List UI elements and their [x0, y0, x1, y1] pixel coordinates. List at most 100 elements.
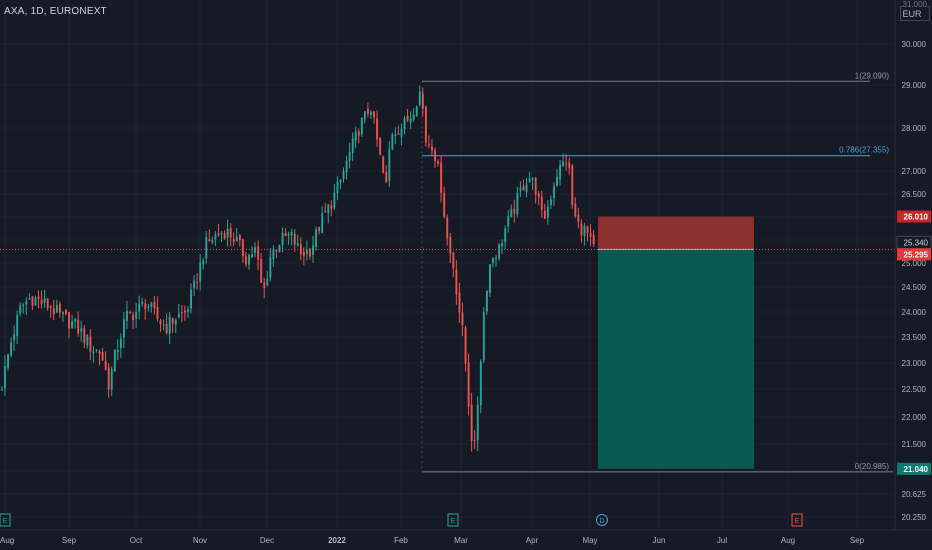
target-zone[interactable]	[598, 249, 754, 469]
candle-body	[260, 259, 263, 283]
candle-body	[229, 228, 232, 238]
candle-body	[537, 193, 540, 198]
candle-body	[363, 111, 366, 120]
candle-body	[516, 192, 519, 215]
currency-badge[interactable]: 31.000 EUR	[899, 1, 930, 21]
candle-body	[321, 213, 324, 234]
candle-body	[40, 299, 43, 304]
time-tick-label: Jul	[717, 536, 727, 545]
candle-body	[302, 252, 305, 256]
candle-body	[431, 146, 433, 151]
candle-body	[62, 312, 64, 315]
candle-body	[309, 248, 311, 257]
candle-body	[559, 164, 562, 180]
candle-body	[22, 304, 25, 306]
candle-body	[403, 117, 406, 130]
candle-body	[68, 312, 70, 329]
candle-body	[370, 111, 372, 116]
candle-body	[58, 303, 61, 313]
candle-body	[296, 243, 299, 246]
candle-body	[98, 351, 101, 355]
candle-body	[190, 289, 192, 309]
candle-body	[16, 314, 19, 336]
candle-body	[376, 118, 379, 140]
candle-body	[479, 361, 482, 406]
candle-body	[214, 234, 217, 240]
candle-body	[574, 203, 577, 217]
candle-body	[245, 256, 247, 265]
target-price-badge	[897, 462, 931, 475]
candle-body	[452, 252, 455, 269]
candle-body	[43, 298, 46, 303]
candle-body	[360, 117, 363, 135]
candle-body	[113, 350, 116, 372]
candle-body	[205, 237, 208, 259]
price-axis[interactable]	[895, 0, 932, 550]
candle-body	[49, 306, 52, 309]
candle-body	[123, 319, 125, 338]
last-price-label: 25.340	[904, 238, 929, 247]
candle-body	[199, 262, 202, 282]
candle-body	[424, 106, 427, 143]
candle-body	[119, 338, 122, 348]
candle-body	[525, 184, 528, 193]
candle-body	[31, 296, 34, 306]
time-tick-label: Jun	[653, 536, 666, 545]
candle-body	[550, 199, 552, 205]
candle-body	[196, 282, 199, 284]
candle-body	[351, 138, 354, 154]
earnings-marker-label: E	[795, 518, 800, 525]
earnings-marker[interactable]	[0, 513, 11, 527]
time-tick-label: Oct	[130, 536, 143, 545]
candle-body	[507, 215, 510, 227]
time-tick-label: Sep	[850, 536, 865, 545]
candle-body	[187, 309, 189, 312]
candle-body	[251, 254, 253, 258]
stop-zone[interactable]	[598, 216, 754, 250]
candle-body	[556, 177, 558, 186]
candle-body	[126, 310, 128, 321]
candle-body	[534, 177, 537, 195]
earnings-marker-label: E	[451, 518, 456, 525]
earnings-marker[interactable]	[791, 513, 803, 527]
candle-body	[385, 172, 388, 183]
candle-body	[4, 366, 6, 388]
candle-body	[357, 131, 360, 136]
candle-body	[388, 149, 391, 181]
dividend-marker[interactable]	[596, 514, 608, 526]
candle-body	[156, 307, 159, 319]
candle-body	[80, 328, 83, 332]
candle-body	[421, 93, 424, 109]
candle-body	[495, 257, 497, 259]
candle-body	[144, 303, 147, 310]
entry-price-label: 25.295	[904, 250, 929, 259]
candle-body	[266, 278, 269, 286]
candle-body	[373, 111, 375, 117]
top-tick-label: 31.000	[902, 0, 927, 9]
candle-body	[568, 162, 571, 168]
candle-body	[382, 156, 385, 173]
candle-body	[1, 389, 3, 391]
candle-body	[443, 193, 446, 217]
candle-body	[223, 233, 226, 239]
candle-body	[174, 319, 177, 325]
candle-body	[235, 236, 238, 242]
candle-body	[162, 324, 165, 326]
candle-body	[476, 405, 479, 441]
candle-body	[138, 303, 141, 312]
stop-price-badge	[897, 210, 931, 223]
candle-body	[510, 209, 513, 217]
candle-body	[306, 249, 308, 255]
candle-body	[318, 227, 321, 232]
candle-body	[275, 249, 278, 252]
symbol-title: AXA, 1D, EURONEXT	[4, 6, 107, 17]
candle-body	[74, 319, 77, 322]
earnings-marker[interactable]	[447, 513, 459, 527]
candle-body	[327, 204, 330, 214]
candle-body	[513, 209, 516, 214]
candle-body	[482, 312, 485, 361]
candle-body	[248, 255, 250, 265]
candle-body	[379, 137, 382, 155]
